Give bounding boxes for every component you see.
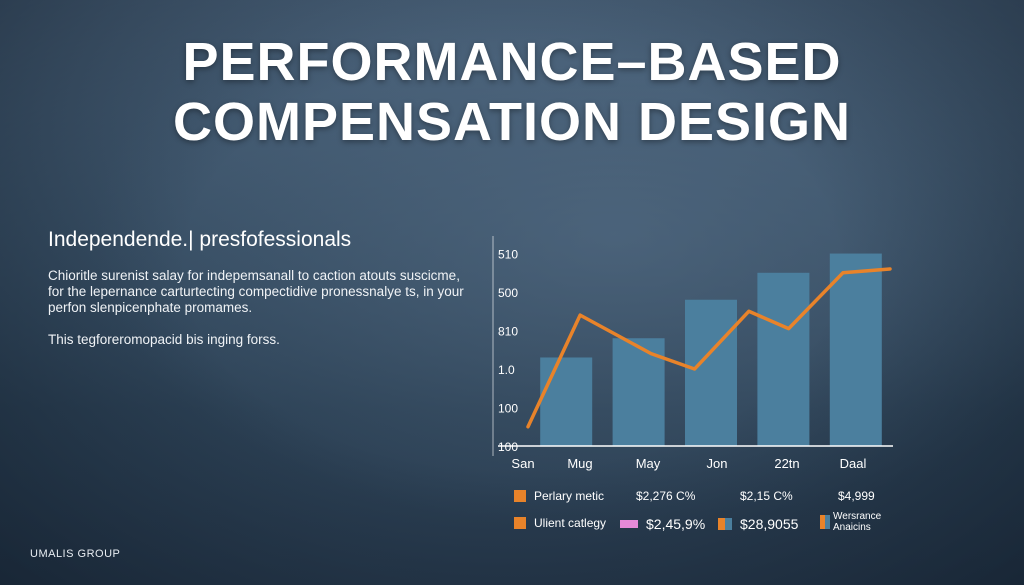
legend-label-1: Perlary metic	[534, 489, 605, 503]
x-tick-label-mug: Mug	[567, 456, 592, 471]
note-swatch-orange	[820, 515, 825, 529]
title-line-1: PERFORMANCE–BASED	[182, 32, 842, 92]
x-tick-label-san: San	[511, 456, 534, 471]
y-tick-label-5: 100	[498, 440, 518, 454]
x-tick-label-may: May	[636, 456, 661, 471]
y-tick-label-4: 100	[498, 402, 518, 416]
x-tick-label-jon: Jon	[707, 456, 728, 471]
legend-label-2: Ulient catlegy	[534, 516, 607, 530]
legend-value-1a: $2,276 C%	[636, 489, 696, 503]
intro-heading: Independe­nde.| presfofessionals	[48, 228, 352, 251]
title-line-2: COMPENSATION DESIGN	[172, 92, 852, 152]
legend-note: Wersrance Anaicins	[820, 511, 905, 533]
x-tick-label-22tn: 22tn	[774, 456, 799, 471]
intro-paragraph: Chioritle surenist salay for indepemsana…	[48, 268, 464, 315]
legend-value-2a-text: $2,45,9%	[646, 516, 706, 532]
legend-value-2a: $2,45,9%	[620, 516, 705, 532]
bar-mug	[540, 357, 593, 446]
legend-swatch-2	[514, 517, 526, 529]
pink-swatch	[620, 520, 638, 528]
bar-22tn	[757, 272, 810, 446]
note-swatch-blue	[825, 515, 830, 529]
legend-value-2b: $28,9055	[718, 516, 798, 532]
bar-daal	[829, 253, 882, 446]
y-tick-label-2: 810	[498, 325, 518, 339]
y-tick-label-0: 510	[498, 248, 518, 262]
legend-value-1c: $4,999	[838, 489, 875, 503]
trend-line	[526, 267, 892, 429]
legend-note-text: Wersrance Anaicins	[833, 511, 882, 533]
legend-row-2: Ulient catlegy	[514, 516, 606, 530]
page-title: PERFORMANCE–BASED COMPENSATION DESIGN	[0, 32, 1024, 152]
orange-swatch	[718, 518, 725, 530]
blue-swatch	[725, 518, 732, 530]
intro-block: Independe­nde.| presfofessionals Chiorit…	[48, 228, 468, 364]
brand-name: UMALIS GROUP	[30, 548, 121, 560]
legend-swatch-1	[514, 490, 526, 502]
y-tick-label-3: 1.0	[498, 363, 515, 377]
bar-jon	[685, 299, 737, 446]
legend-value-2b-text: $28,9055	[740, 516, 799, 532]
legend-row-1: Perlary metic	[514, 489, 604, 503]
legend-value-1b: $2,15 C%	[740, 489, 793, 503]
y-tick-label-1: 500	[498, 286, 518, 300]
x-tick-label-daal: Daal	[840, 456, 867, 471]
intro-note: This tegforeromopacid bis inging forss.	[48, 332, 280, 347]
